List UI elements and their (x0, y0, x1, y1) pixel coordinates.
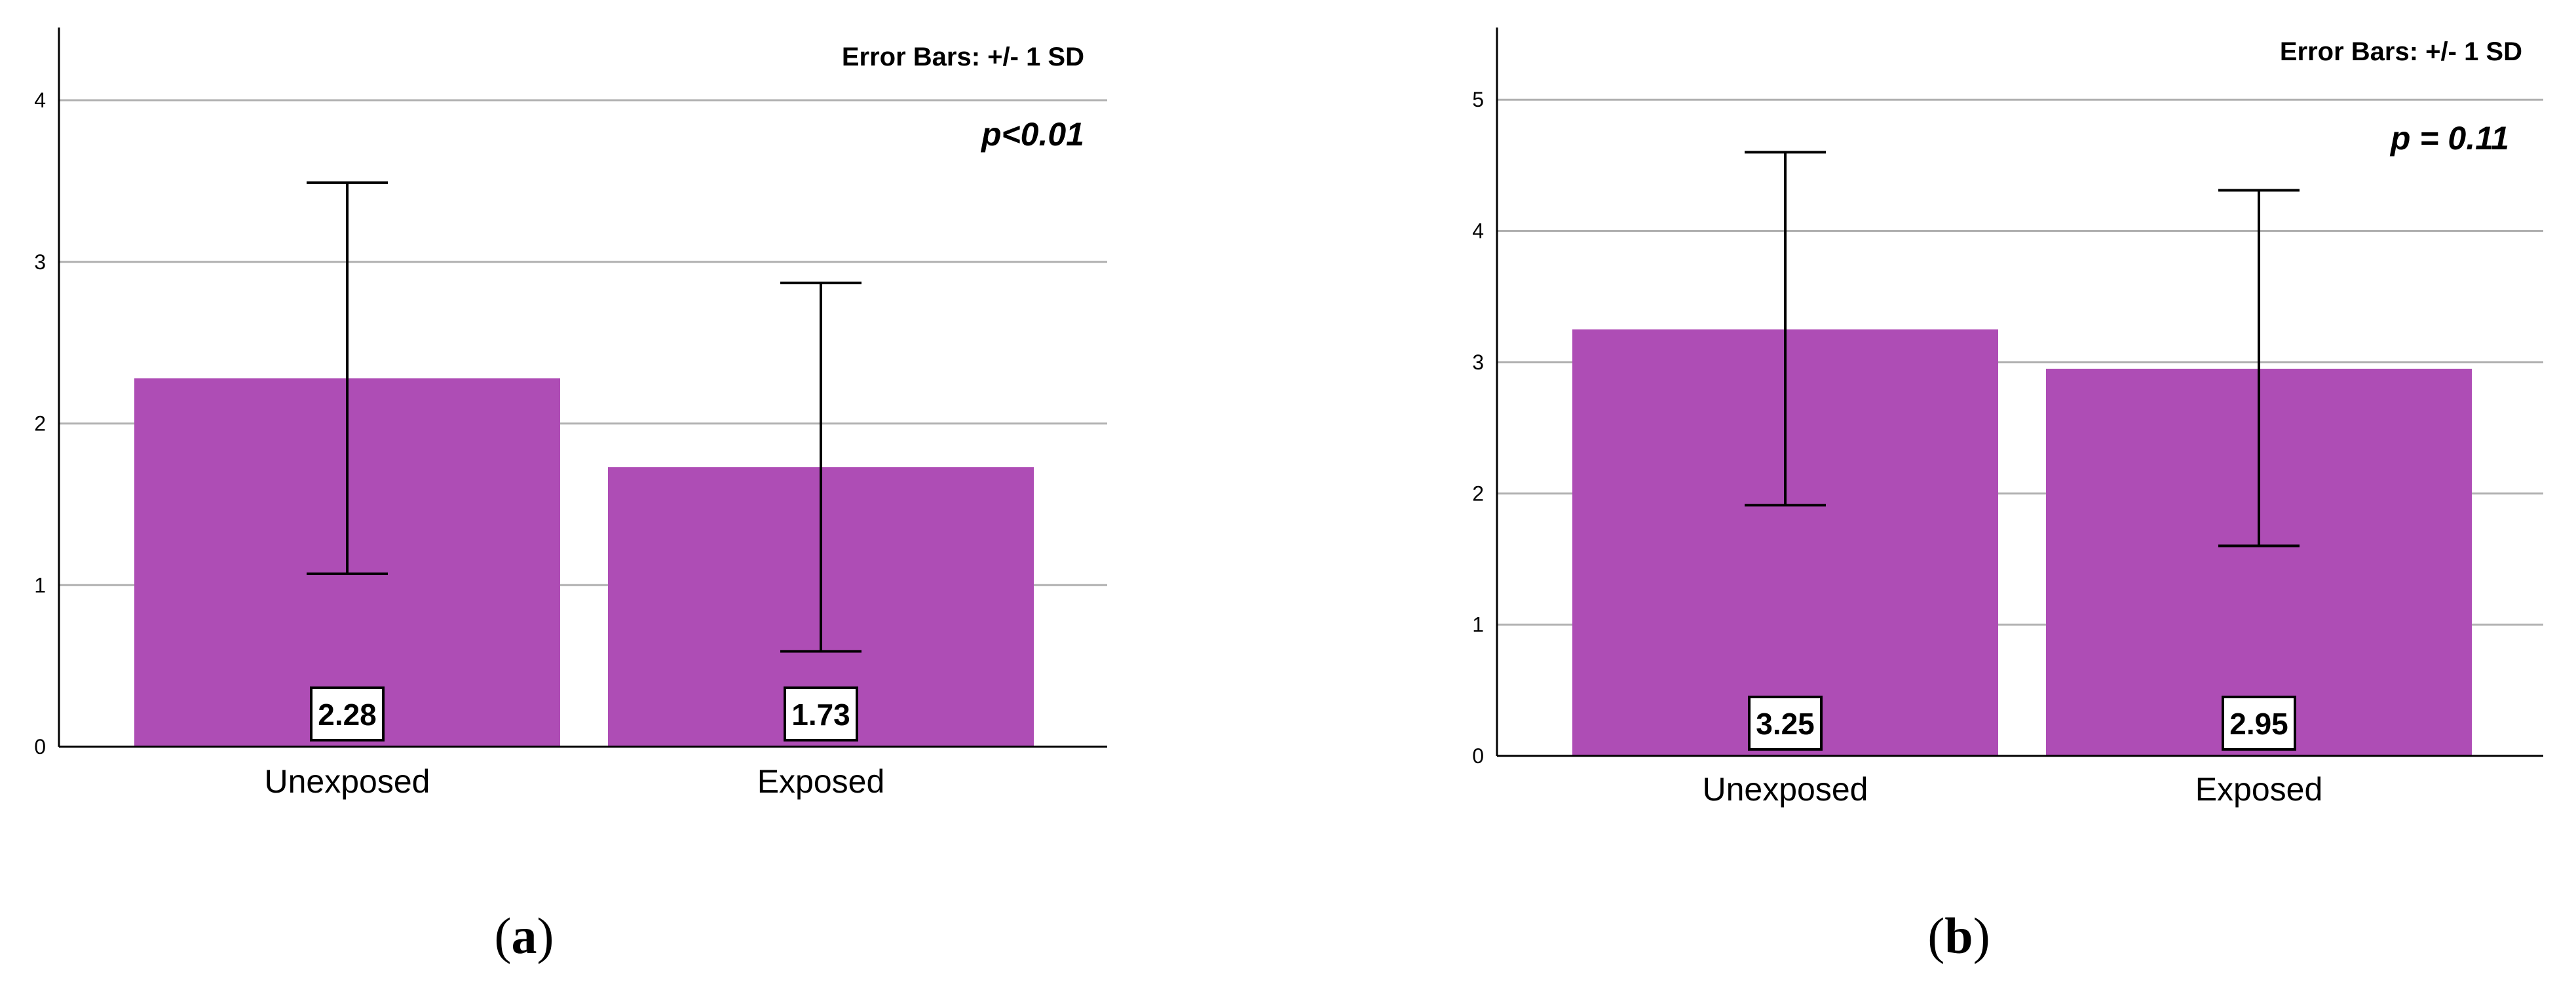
panel-label: (a) (495, 907, 554, 964)
data-label: 2.95 (2229, 707, 2288, 741)
y-tick-label: 3 (1472, 350, 1484, 374)
y-tick-label: 5 (1472, 88, 1484, 111)
x-category-label: Unexposed (1703, 771, 1868, 808)
error-bar-note: Error Bars: +/- 1 SD (2280, 37, 2522, 66)
chart-panel-a: 0 1 2 3 4 2.28 1.73 Unexposed Exposed Error Bars:… (34, 28, 1107, 964)
y-tick-label: 2 (1472, 481, 1484, 505)
y-tick-label: 0 (34, 735, 46, 759)
data-label-box (1748, 696, 1823, 751)
y-tick-label: 1 (34, 573, 46, 597)
x-category-label: Unexposed (265, 763, 430, 800)
x-category-label: Exposed (757, 763, 885, 800)
data-label-box (310, 686, 385, 742)
y-tick-label: 3 (34, 250, 46, 274)
error-bar-note: Error Bars: +/- 1 SD (842, 43, 1084, 71)
chart-panel-b: 0 1 2 3 4 5 3.25 2.95 Unexposed Exposed Error Bars… (1472, 28, 2543, 964)
y-tick-label: 2 (34, 412, 46, 436)
p-value-annotation: p<0.01 (980, 116, 1084, 153)
y-tick-label: 1 (1472, 613, 1484, 637)
data-label-box (784, 686, 858, 742)
y-tick-label: 4 (34, 88, 46, 112)
data-label: 3.25 (1756, 707, 1815, 741)
data-label: 1.73 (791, 698, 850, 732)
data-label: 2.28 (318, 698, 377, 732)
p-value-annotation: p = 0.11 (2389, 120, 2509, 157)
y-tick-label: 0 (1472, 744, 1484, 768)
data-label-box (2222, 696, 2296, 751)
y-tick-label: 4 (1472, 219, 1484, 243)
panel-label: (b) (1927, 907, 1990, 964)
x-category-label: Exposed (2195, 771, 2323, 808)
